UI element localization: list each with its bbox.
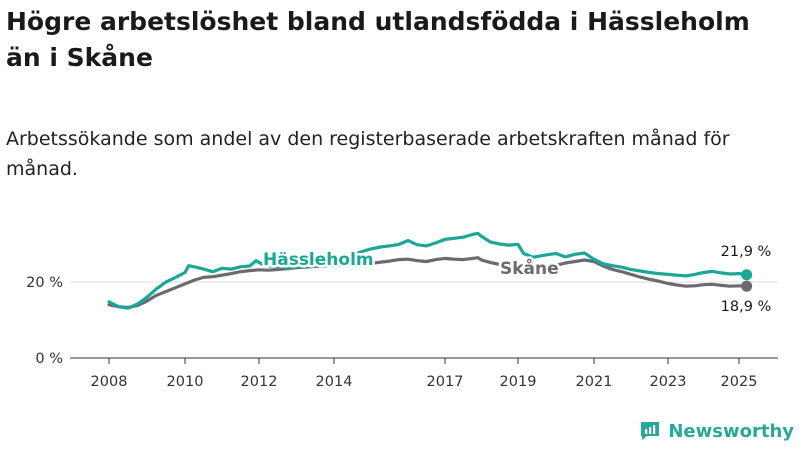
y-tick-label: 0 %	[35, 351, 63, 367]
x-tick-label: 2023	[650, 374, 687, 390]
series-label-skane: Skåne	[500, 257, 559, 279]
newsworthy-logo-icon	[641, 422, 660, 440]
chart-subtitle: Arbetssökande som andel av den registerb…	[6, 128, 730, 180]
chart-title: Högre arbetslöshet bland utlandsfödda i …	[6, 7, 750, 72]
logo-text: Newsworthy	[668, 420, 794, 442]
series-label-skane-halo: Skåne	[500, 257, 559, 279]
y-tick-label: 20 %	[26, 275, 63, 291]
series-line-hassleholm	[107, 231, 749, 310]
x-tick-label: 2010	[167, 374, 204, 390]
newsworthy-logo: Newsworthy	[638, 418, 794, 444]
x-tick-label: 2008	[91, 374, 128, 390]
series-label-hassleholm: Hässleholm	[263, 250, 374, 270]
x-tick-label: 2017	[427, 374, 464, 390]
x-tick-label: 2014	[316, 374, 353, 390]
x-tick-label: 2021	[576, 374, 613, 390]
grid-layer: 0 % 20 %	[26, 275, 778, 367]
end-label-skane: 18,9 %	[721, 299, 772, 315]
series-line-skane	[107, 256, 749, 310]
end-point-hassleholm	[741, 269, 753, 281]
x-axis: 2008 2010 2012 2014 2017 2019 2021 2023 2025	[91, 358, 758, 390]
x-tick-label: 2019	[500, 374, 537, 390]
x-tick-label: 2012	[241, 374, 278, 390]
series-layer	[107, 231, 753, 310]
series-label-hassleholm-halo: Hässleholm	[263, 250, 374, 270]
x-tick-label: 2025	[721, 374, 758, 390]
end-point-skane	[741, 280, 753, 292]
end-label-hassleholm: 21,9 %	[721, 244, 772, 260]
